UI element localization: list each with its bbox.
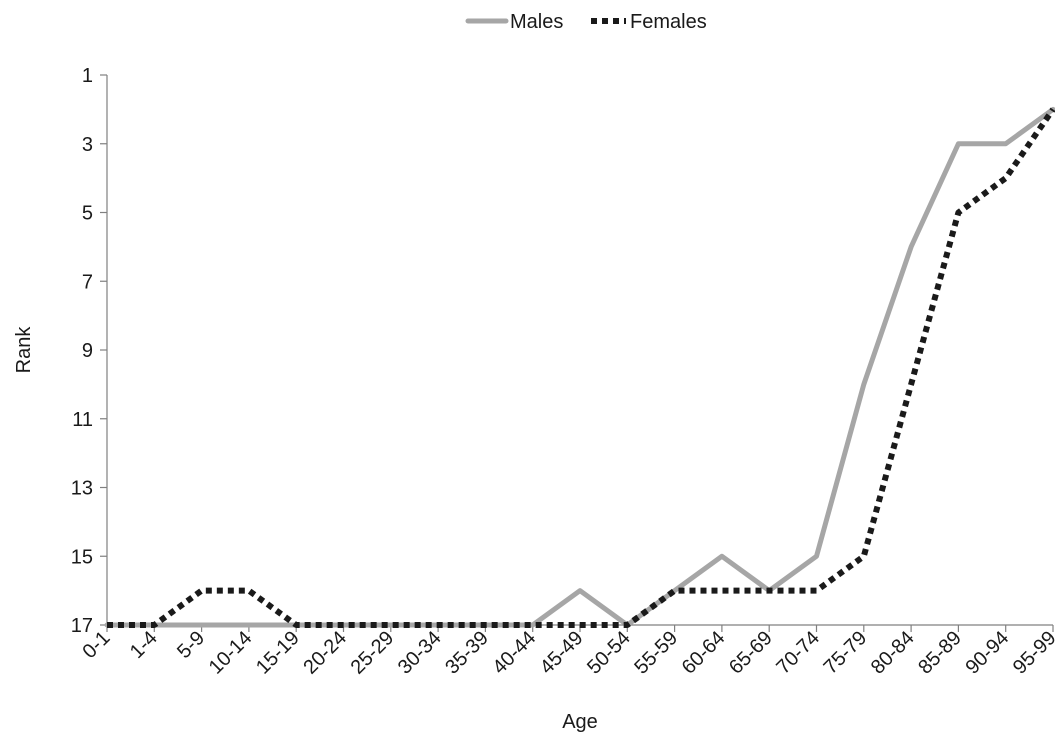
x-tick-label: 35-39 xyxy=(441,627,493,679)
y-tick-label: 9 xyxy=(82,340,93,362)
y-tick-label: 13 xyxy=(71,478,93,500)
x-tick-label: 95-99 xyxy=(1009,627,1055,679)
x-tick-label: 1-4 xyxy=(126,627,162,663)
x-axis-title: Age xyxy=(562,711,598,733)
x-tick-label: 40-44 xyxy=(489,627,541,679)
x-tick-label: 15-19 xyxy=(252,627,304,679)
x-tick-label: 65-69 xyxy=(725,627,777,679)
legend-label-males: Males xyxy=(510,11,563,33)
y-tick-label: 3 xyxy=(82,134,93,156)
axes xyxy=(106,75,1053,626)
y-tick-label: 5 xyxy=(82,203,93,225)
y-tick-label: 15 xyxy=(71,546,93,568)
x-tick-label: 70-74 xyxy=(772,627,824,679)
x-tick-label: 5-9 xyxy=(173,627,209,663)
x-tick-label: 10-14 xyxy=(205,627,257,679)
x-tick-label: 85-89 xyxy=(914,627,966,679)
y-tick-label: 11 xyxy=(72,409,93,431)
legend-label-females: Females xyxy=(630,11,707,33)
y-axis-title: Rank xyxy=(13,326,35,374)
x-tick-label: 55-59 xyxy=(630,627,682,679)
legend: Males Females xyxy=(465,11,707,33)
y-tick-label: 7 xyxy=(82,271,93,293)
x-tick-label: 45-49 xyxy=(536,627,588,679)
series-line-females xyxy=(107,107,1055,628)
x-tick-label: 25-29 xyxy=(347,627,399,679)
x-tick-label: 80-84 xyxy=(867,627,919,679)
series-lines xyxy=(104,106,1055,628)
series-line-males xyxy=(104,106,1055,628)
x-tick-label: 60-64 xyxy=(678,627,730,679)
x-tick-label: 90-94 xyxy=(962,627,1014,679)
x-tick-label: 50-54 xyxy=(583,627,635,679)
x-ticks: 0-1 1-4 5-910-1415-1920-2425-2930-3435-394… xyxy=(79,625,1055,679)
x-tick-label: 20-24 xyxy=(299,627,351,679)
y-tick-label: 1 xyxy=(82,65,93,87)
y-tick-label: 17 xyxy=(71,615,93,637)
x-tick-label: 75-79 xyxy=(820,627,872,679)
x-tick-label: 30-34 xyxy=(394,627,446,679)
